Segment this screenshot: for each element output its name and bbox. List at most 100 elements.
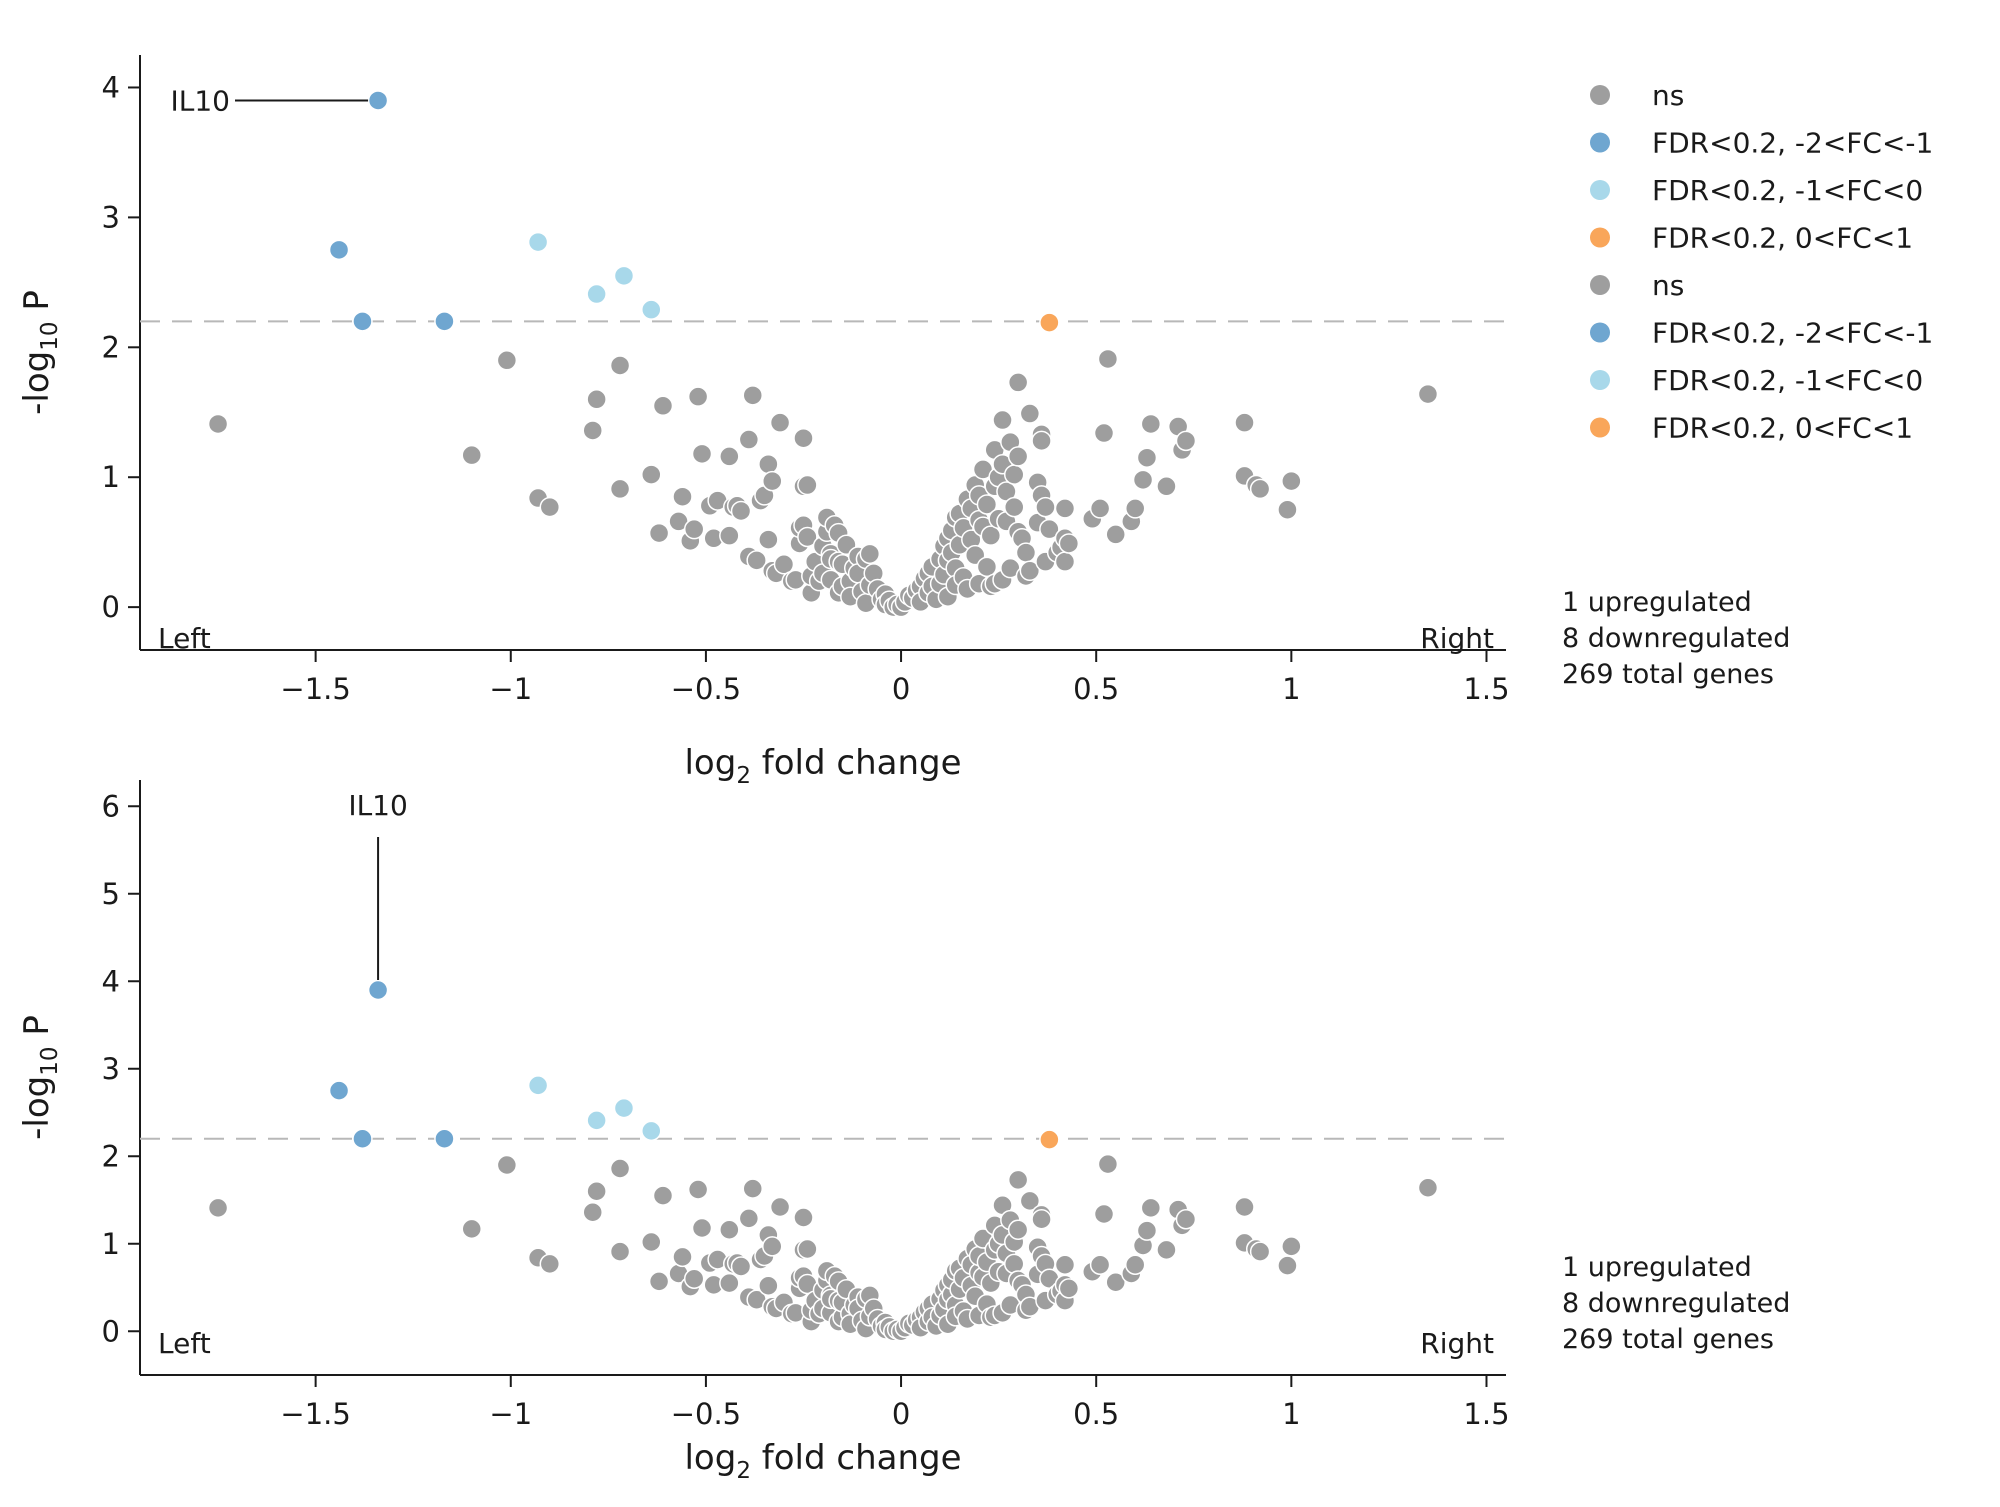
data-point-ns <box>1124 1254 1146 1275</box>
data-point-ns <box>1156 476 1177 497</box>
y-axis-title: -log10 P <box>17 1015 63 1140</box>
data-point-ns <box>582 420 603 441</box>
data-point-ns <box>1136 447 1158 468</box>
y-tick-label: 0 <box>102 590 120 624</box>
data-point-ns <box>1019 1190 1041 1212</box>
data-point-ns <box>769 412 791 433</box>
legend: ns FDR<0.2, -2<FC<-1 FDR<0.2, -1<FC<0 FDR<0… <box>1590 79 1933 445</box>
x-axis-title-rest: fold change <box>751 743 962 783</box>
data-point-ns <box>1031 1209 1052 1230</box>
y-tick-label: 2 <box>102 1139 120 1173</box>
data-point-ns <box>1249 1241 1271 1262</box>
data-point-ns <box>758 1275 779 1296</box>
summary-line: 8 downregulated <box>1562 1288 1790 1319</box>
data-point-ns <box>1105 524 1126 545</box>
data-point-ns <box>1417 1177 1439 1198</box>
data-point-fc_m1_0 <box>586 1110 607 1131</box>
x-tick-label: 0 <box>892 672 910 706</box>
data-point-fc_m1_0 <box>641 299 662 320</box>
data-point-ns <box>719 446 740 467</box>
data-point-fc_m2_m1 <box>328 1080 350 1101</box>
legend-label: FDR<0.2, -1<FC<0 <box>1652 174 1923 207</box>
data-point-ns <box>1281 1236 1302 1257</box>
y-axis-title-sub: 10 <box>37 321 63 350</box>
x-tick-label: −1 <box>489 1397 532 1431</box>
data-point-ns <box>1175 430 1197 452</box>
data-point-ns <box>719 1272 740 1294</box>
data-point-ns <box>687 1179 709 1200</box>
y-tick-label: 1 <box>102 1227 120 1261</box>
legend-marker-fc_0_1 <box>1590 417 1610 438</box>
data-point-fc_m1_0 <box>527 231 549 253</box>
data-point-ns <box>641 464 662 485</box>
data-point-fc_m2_m1 <box>352 1128 373 1149</box>
data-point-ns <box>582 1202 603 1223</box>
data-point-ns <box>691 1217 713 1239</box>
y-tick-label: 0 <box>102 1314 120 1348</box>
data-point-ns <box>762 470 783 492</box>
y-tick-label: 1 <box>102 460 120 494</box>
x-tick-label: 1.5 <box>1463 1397 1509 1431</box>
x-tick-label: 1 <box>1282 1397 1300 1431</box>
data-point-fc_m1_0 <box>586 283 607 305</box>
legend-marker-fc_m1_0 <box>1590 370 1610 390</box>
data-point-fc_m2_m1 <box>434 311 455 332</box>
data-point-ns <box>1054 551 1076 572</box>
corner-label-right: Right <box>1420 1327 1494 1360</box>
data-point-ns <box>207 1197 229 1219</box>
data-point-fc_0_1 <box>1039 1129 1060 1150</box>
data-point-ns <box>496 350 518 371</box>
data-point-ns <box>1031 430 1052 452</box>
data-point-ns <box>683 1268 705 1289</box>
data-point-ns <box>609 355 631 376</box>
y-tick-label: 6 <box>102 789 120 823</box>
data-point-ns <box>758 529 779 550</box>
data-point-ns <box>1417 383 1439 405</box>
y-tick-label: 4 <box>102 964 120 998</box>
x-axis-title: log2 fold change <box>684 743 961 789</box>
data-point-ns <box>1007 372 1029 393</box>
data-point-ns <box>773 554 795 575</box>
data-point-ns <box>641 1231 662 1253</box>
legend-marker-fc_m2_m1 <box>1590 132 1610 153</box>
data-point-ns <box>730 500 752 522</box>
data-point-ns <box>1007 1219 1029 1240</box>
data-point-ns <box>738 429 760 450</box>
data-point-ns <box>1156 1239 1177 1261</box>
data-point-ns <box>793 1207 814 1228</box>
summary-line: 1 upregulated <box>1562 587 1752 618</box>
data-point-ns <box>496 1154 518 1176</box>
data-point-ns <box>1089 498 1111 519</box>
data-point-ns <box>797 1238 818 1260</box>
y-axis-title-rest: P <box>17 1015 57 1046</box>
data-point-ns <box>691 443 713 465</box>
data-point-ns <box>1175 1209 1197 1230</box>
data-point-ns <box>539 496 561 518</box>
data-point-ns <box>461 444 482 466</box>
data-point-ns <box>1093 1203 1115 1225</box>
data-point-ns <box>609 478 631 500</box>
data-point-ns <box>1234 412 1255 433</box>
corner-label-left: Left <box>158 622 211 655</box>
data-point-ns <box>1003 496 1025 518</box>
data-point-ns <box>1058 533 1080 554</box>
legend-marker-fc_0_1 <box>1590 227 1610 248</box>
y-tick-label: 4 <box>102 70 120 104</box>
data-point-ns <box>992 409 1013 431</box>
x-axis-title-sub: 2 <box>736 1458 751 1484</box>
volcano-plot-bottom: 0 1 2 3 4 5 6 −1.5 −1 −0.5 0 0.5 1 1.5 IL10 Left Right lo… <box>17 780 1790 1484</box>
y-tick-label: 3 <box>102 200 120 234</box>
data-point-ns <box>687 386 709 407</box>
data-point-ns <box>1054 498 1076 519</box>
data-point-ns <box>1140 1197 1162 1219</box>
data-point-ns <box>1089 1254 1111 1275</box>
data-point-fc_m1_0 <box>613 265 635 287</box>
legend-marker-fc_m1_0 <box>1590 180 1610 200</box>
legend-label: ns <box>1652 79 1684 112</box>
legend-label: FDR<0.2, -1<FC<0 <box>1652 364 1923 397</box>
data-point-ns <box>1019 560 1041 582</box>
data-point-ns <box>648 1271 670 1292</box>
x-tick-label: −0.5 <box>671 672 741 706</box>
y-axis-title-main: -log <box>17 351 57 415</box>
